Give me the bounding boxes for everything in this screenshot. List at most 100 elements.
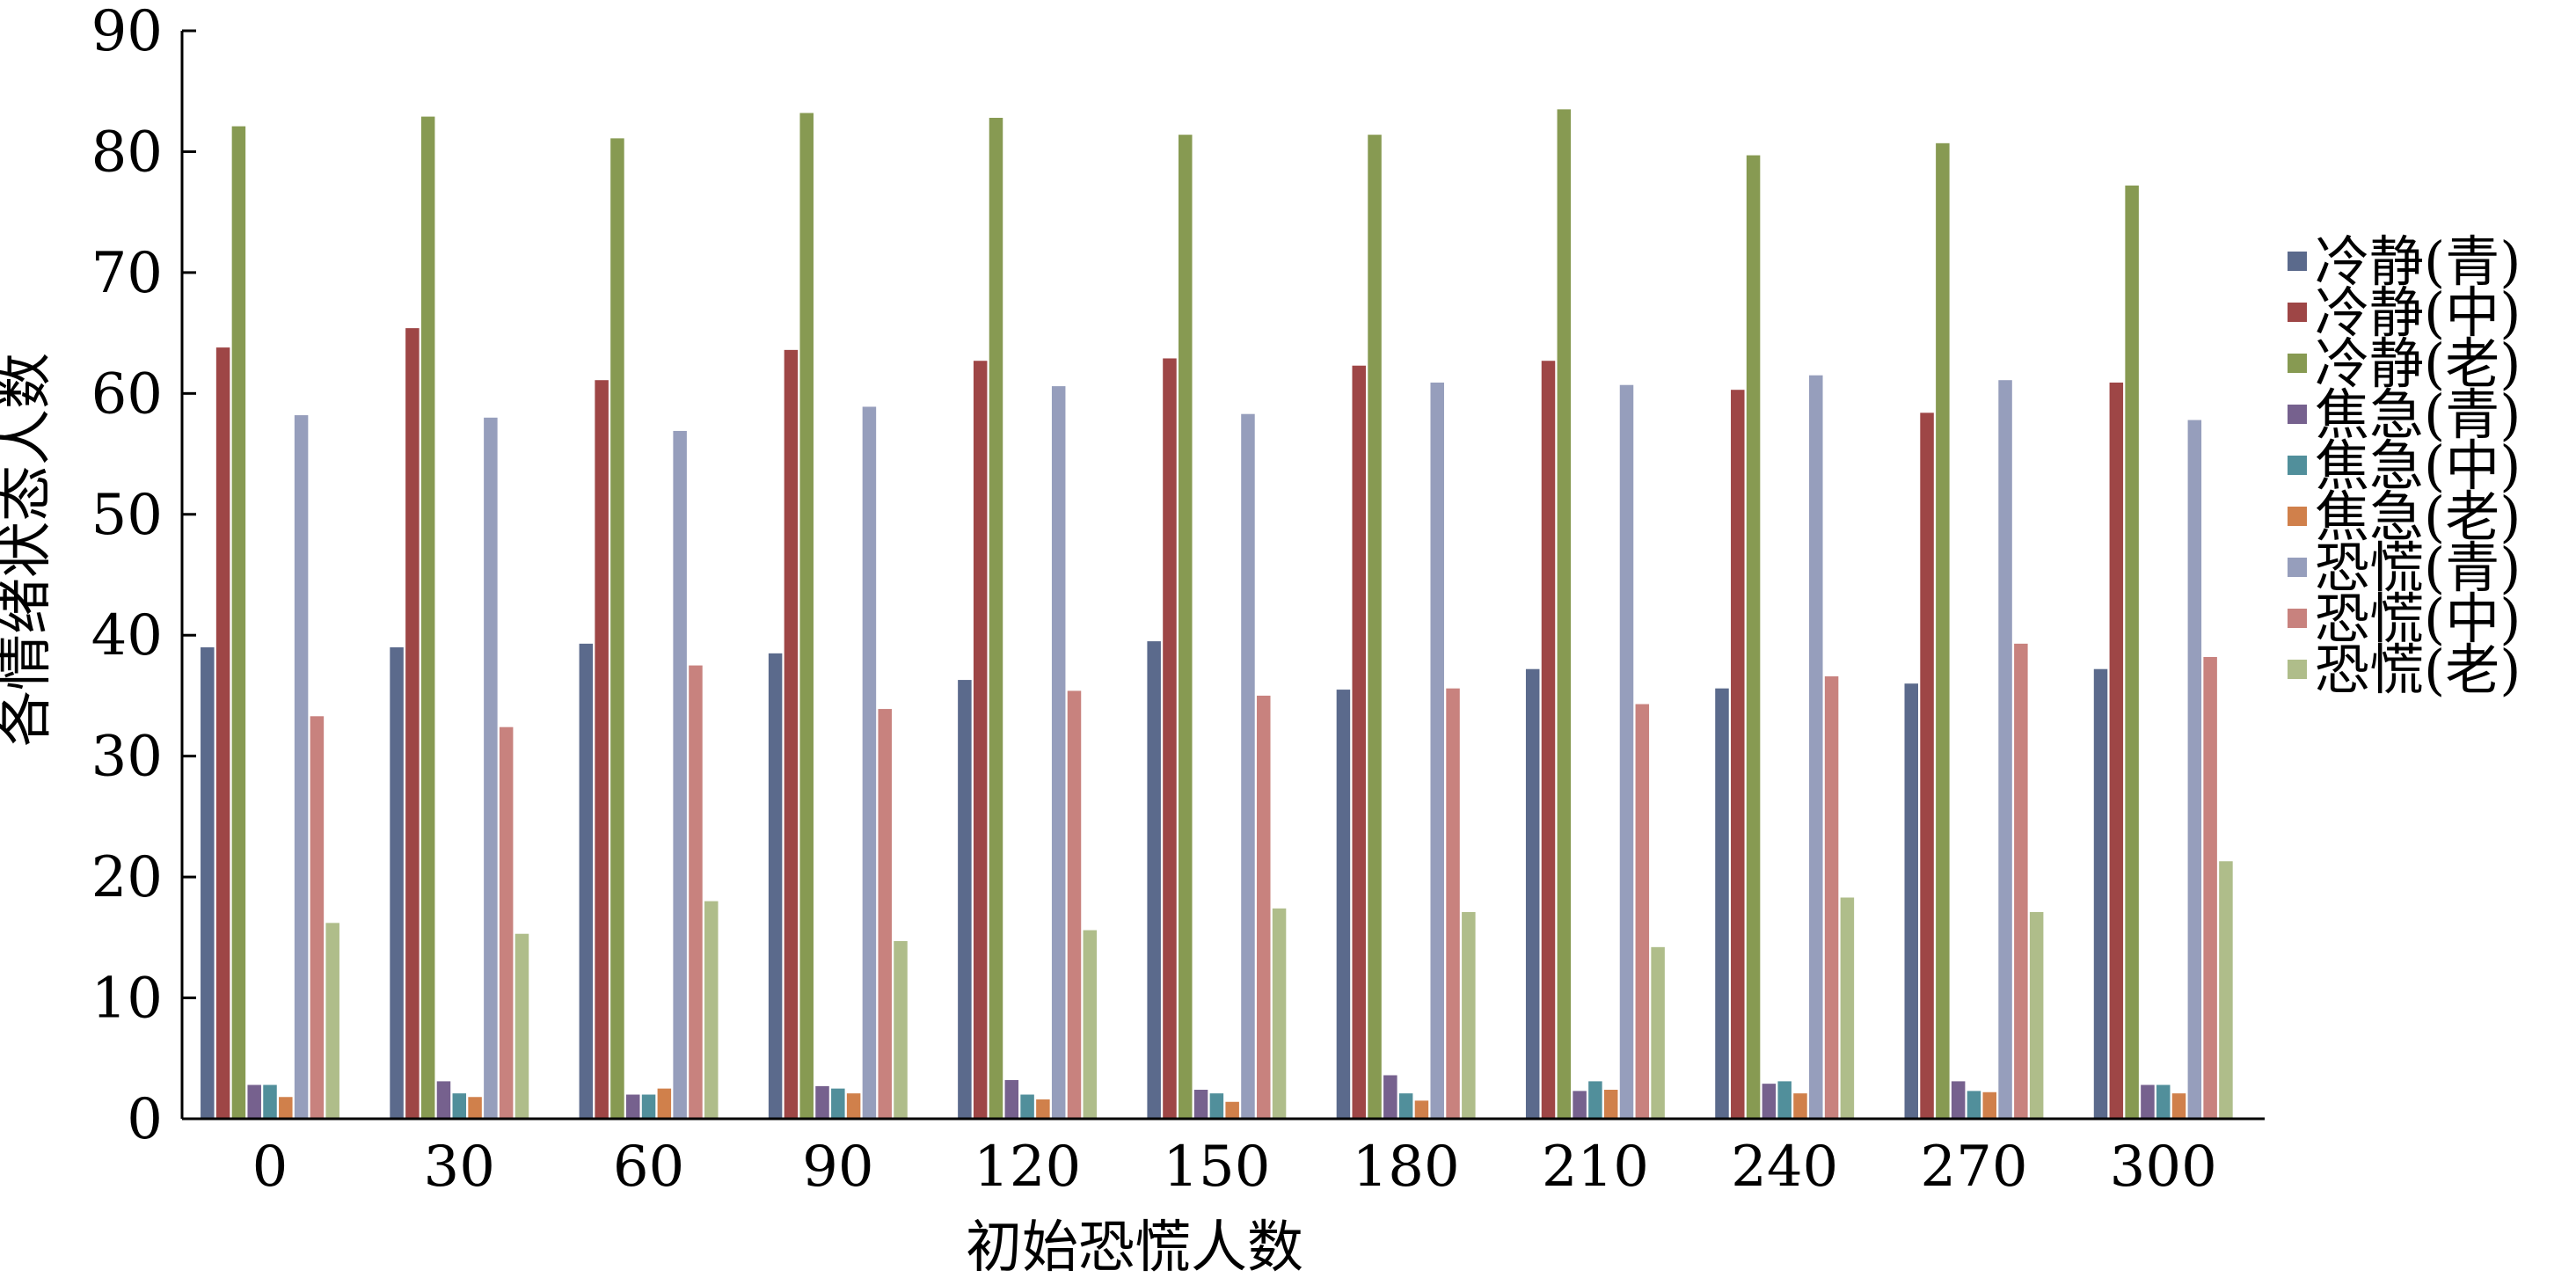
legend-label: 恐慌(中)	[2315, 587, 2521, 651]
legend-swatch	[2288, 354, 2307, 373]
bar	[2093, 668, 2108, 1119]
legend-swatch	[2288, 558, 2307, 577]
bar	[294, 415, 309, 1119]
x-tick-label: 150	[1163, 1135, 1270, 1200]
legend-label: 焦急(中)	[2315, 434, 2521, 498]
y-tick-label: 20	[91, 845, 163, 910]
bar	[1777, 1081, 1792, 1119]
x-tick-label: 300	[2110, 1135, 2217, 1200]
bar	[1998, 380, 2012, 1119]
legend: 冷静(青)冷静(中)冷静(老)焦急(青)焦急(中)焦急(老)恐慌(青)恐慌(中)…	[2288, 230, 2521, 702]
legend-swatch	[2288, 507, 2307, 526]
bar	[1824, 675, 1839, 1119]
legend-label: 冷静(中)	[2315, 281, 2521, 345]
bar	[1257, 695, 1271, 1119]
bar	[420, 116, 435, 1119]
legend-swatch	[2288, 405, 2307, 424]
bar	[1573, 1091, 1587, 1119]
bar	[1603, 1090, 1618, 1119]
bar	[1272, 908, 1287, 1119]
legend-label: 焦急(青)	[2315, 383, 2521, 447]
x-tick-label: 240	[1731, 1135, 1838, 1200]
legend-swatch	[2288, 660, 2307, 679]
bar	[894, 940, 908, 1119]
bar	[1462, 911, 1476, 1119]
bar	[279, 1097, 293, 1119]
bar	[1147, 641, 1161, 1119]
bar	[657, 1088, 672, 1119]
bar	[2187, 420, 2202, 1119]
bar	[784, 349, 799, 1119]
bar	[1541, 361, 1556, 1119]
x-tick-label: 120	[974, 1135, 1081, 1200]
bar	[595, 380, 609, 1119]
bar	[452, 1093, 467, 1119]
bar	[1179, 135, 1193, 1119]
bar	[1241, 413, 1255, 1120]
bar	[1398, 1093, 1413, 1119]
bar	[215, 347, 230, 1119]
bar	[673, 430, 687, 1119]
y-tick-label: 0	[127, 1087, 163, 1152]
bar	[689, 665, 703, 1119]
bar	[484, 417, 498, 1119]
bar	[1352, 365, 1366, 1120]
bar	[1430, 382, 1444, 1119]
bar	[958, 680, 972, 1119]
bar	[436, 1081, 451, 1119]
bar	[1414, 1100, 1429, 1119]
bar	[610, 138, 624, 1119]
bar	[1936, 142, 1950, 1119]
bar	[1163, 358, 1177, 1119]
bar	[799, 113, 814, 1120]
bar	[2171, 1093, 2186, 1119]
bar	[1368, 135, 1382, 1119]
bar	[2203, 656, 2217, 1119]
bar	[1920, 413, 1934, 1119]
bar	[1793, 1093, 1807, 1119]
bar	[201, 646, 215, 1119]
legend-label: 冷静(青)	[2315, 230, 2521, 294]
bar	[846, 1093, 861, 1119]
bar	[1525, 668, 1540, 1119]
bar	[325, 923, 339, 1119]
bar	[405, 328, 420, 1119]
bar	[1731, 390, 1745, 1120]
x-axis-ticks: 0 30 60 90 120 150 180 210 240 270 300	[252, 1135, 2217, 1200]
bar	[2109, 382, 2124, 1119]
bar	[1225, 1101, 1239, 1119]
bar	[1951, 1081, 1966, 1119]
bar	[1446, 688, 1460, 1119]
y-axis-ticks: 0 10 20 30 40 50 60 70 80 90	[91, 0, 196, 1152]
bar	[704, 901, 719, 1119]
bar	[1651, 946, 1665, 1119]
bar	[2219, 861, 2233, 1119]
bar	[1083, 930, 1098, 1119]
bar	[499, 726, 514, 1119]
y-tick-label: 70	[91, 241, 163, 306]
bar	[310, 716, 325, 1119]
bar	[1904, 683, 1919, 1119]
x-tick-label: 30	[424, 1135, 495, 1200]
x-axis-label: 初始恐慌人数	[966, 1216, 1303, 1281]
bar	[1193, 1090, 1208, 1119]
bar	[1967, 1091, 1981, 1119]
bar	[1746, 155, 1761, 1120]
x-tick-label: 60	[613, 1135, 684, 1200]
bar	[1051, 386, 1066, 1119]
y-tick-label: 30	[91, 725, 163, 790]
bar	[989, 117, 1003, 1120]
bar	[1383, 1075, 1397, 1119]
legend-swatch	[2288, 303, 2307, 322]
bar	[2029, 911, 2044, 1119]
legend-label: 恐慌(青)	[2315, 536, 2521, 600]
bar	[625, 1094, 640, 1119]
y-tick-label: 40	[91, 603, 163, 668]
bar	[1036, 1099, 1050, 1119]
bar	[2125, 185, 2139, 1119]
bar	[2014, 643, 2028, 1119]
bar	[815, 1085, 829, 1119]
bar	[390, 646, 404, 1119]
bar	[2141, 1084, 2155, 1119]
y-tick-label: 10	[91, 967, 163, 1032]
